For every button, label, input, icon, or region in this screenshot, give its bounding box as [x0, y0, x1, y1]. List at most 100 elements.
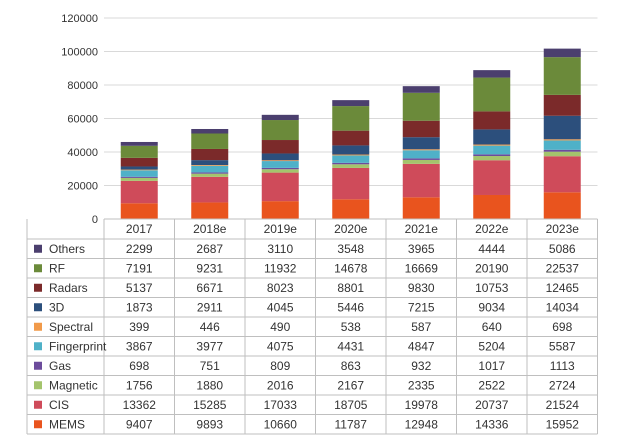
legend-label: Gas	[49, 359, 71, 373]
table-cell: 8023	[267, 281, 294, 295]
bar-segment	[191, 133, 229, 149]
bar-segment	[332, 154, 370, 156]
y-axis: 0 20000 40000 60000 80000 100000 120000	[61, 13, 98, 226]
table-cell: 20190	[475, 261, 509, 275]
bar-segment	[402, 120, 440, 138]
legend-swatch	[34, 303, 42, 312]
table-cell: 9034	[478, 300, 505, 314]
bar-segment	[543, 57, 581, 95]
bar-segment	[332, 100, 370, 107]
legend-label: 3D	[49, 300, 65, 314]
table-cell: 698	[552, 320, 572, 334]
table-cell: 3110	[267, 242, 293, 256]
bar-segment	[332, 199, 370, 219]
bar-segment	[191, 172, 229, 174]
table-cell: 3548	[337, 242, 364, 256]
bar-segment	[261, 160, 299, 162]
bar-segment	[402, 149, 440, 151]
category-label: 2020e	[334, 222, 368, 236]
table-cell: 587	[411, 320, 431, 334]
table-cell: 20737	[475, 398, 509, 412]
table-cell: 538	[341, 320, 361, 334]
bar-segment	[473, 70, 511, 78]
table-cell: 10660	[264, 417, 298, 431]
table-cell: 1113	[550, 359, 575, 373]
table-cell: 6671	[196, 281, 223, 295]
table-cell: 13362	[123, 398, 157, 412]
category-label: 2022e	[475, 222, 509, 236]
bar-segment	[332, 106, 370, 131]
bar-segment	[473, 156, 511, 161]
bar-segment	[543, 192, 581, 219]
table-cell: 446	[200, 320, 220, 334]
bar-segment	[261, 172, 299, 202]
bar-segment	[120, 141, 158, 146]
bar-segment	[120, 145, 158, 158]
bar-segment	[473, 144, 511, 146]
bar-segment	[473, 129, 511, 145]
table-cell: 2335	[408, 378, 435, 392]
category-label: 2018e	[193, 222, 227, 236]
table-cell: 640	[482, 320, 502, 334]
legend-swatch	[34, 264, 42, 273]
bar-segment	[120, 180, 158, 204]
table-cell: 5086	[549, 242, 576, 256]
table-cell: 2299	[126, 242, 153, 256]
legend-swatch	[34, 283, 42, 292]
table-cell: 3977	[196, 339, 223, 353]
bar-segment	[543, 140, 581, 150]
table-cell: 14678	[334, 261, 368, 275]
bar-segment	[261, 153, 299, 161]
bar-segment	[473, 160, 511, 195]
y-tick-label: 100000	[61, 47, 98, 59]
table-cell: 751	[200, 359, 220, 373]
table-cell: 698	[129, 359, 149, 373]
bar-segment	[402, 158, 440, 160]
table-cell: 9407	[126, 417, 153, 431]
legend-label: Spectral	[49, 320, 93, 334]
bar-segment	[261, 140, 299, 154]
bar-segment	[261, 114, 299, 121]
data-table: 2017 2018e 2019e 2020e 2021e 2022e 2023e Others…	[26, 218, 598, 435]
bar-segment	[120, 170, 158, 177]
table-cell: 4045	[267, 300, 294, 314]
bar-segment	[402, 86, 440, 93]
legend-label: Fingerprint	[49, 339, 107, 353]
bar-segment	[191, 173, 229, 177]
table-cell: 19978	[405, 398, 439, 412]
bar-segment	[402, 159, 440, 164]
table-cell: 5204	[478, 339, 505, 353]
table-cell: 9231	[196, 261, 223, 275]
bar-segment	[261, 161, 299, 168]
table-cell: 863	[341, 359, 361, 373]
bar-segment	[120, 203, 158, 219]
bar-segment	[332, 145, 370, 155]
y-tick-label: 80000	[67, 80, 98, 92]
category-label: 2017	[126, 222, 153, 236]
table-cell: 5446	[337, 300, 364, 314]
table-cell: 2522	[478, 378, 505, 392]
table-cell: 21524	[546, 398, 580, 412]
table-cell: 4431	[337, 339, 364, 353]
category-label: 2023e	[546, 222, 580, 236]
bars	[120, 48, 581, 219]
legend-swatch	[34, 400, 42, 409]
table-cell: 22537	[546, 261, 580, 275]
table-cell: 14034	[546, 300, 580, 314]
table-cell: 7215	[408, 300, 435, 314]
bar-segment	[191, 148, 229, 161]
bar-segment	[120, 176, 158, 178]
table-cell: 7191	[126, 261, 153, 275]
bar-segment	[402, 197, 440, 219]
table-cell: 1873	[126, 300, 153, 314]
legend-swatch	[34, 361, 42, 370]
table-cell: 2687	[196, 242, 223, 256]
bar-segment	[120, 157, 158, 167]
bar-segment	[191, 160, 229, 166]
table-cell: 1017	[478, 359, 505, 373]
y-tick-label: 120000	[61, 13, 98, 25]
bar-segment	[473, 194, 511, 219]
legend-label: RF	[49, 261, 65, 275]
legend-label: Radars	[49, 281, 88, 295]
